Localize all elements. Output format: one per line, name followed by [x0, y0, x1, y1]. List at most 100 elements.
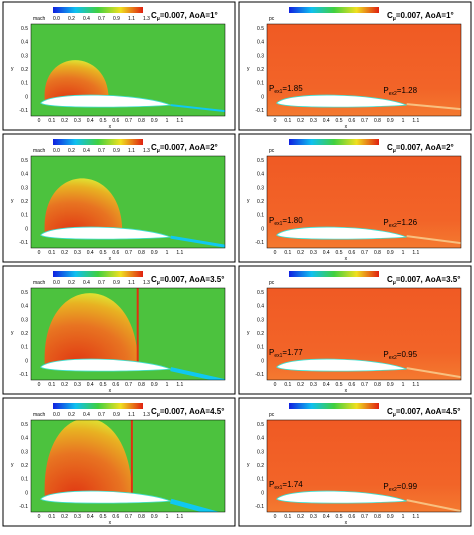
panel-title: Cμ=0.007, AoA=4.5°	[387, 407, 460, 418]
y-tick-label: 0.3	[21, 449, 28, 455]
colorbar-label: mach	[33, 16, 45, 22]
panel-title-part: C	[151, 407, 157, 416]
x-tick-label: 0.8	[374, 382, 381, 388]
colorbar-tick: 0.7	[98, 16, 105, 22]
x-tick-label: 0	[38, 250, 41, 256]
x-tick-label: 1	[402, 382, 405, 388]
x-tick-label: 0.4	[87, 514, 94, 520]
x-tick-label: 0.4	[323, 514, 330, 520]
colorbar-tick: 0.4	[83, 412, 90, 418]
colorbar-tick: 1.3	[143, 148, 150, 154]
x-tick-label: 0.3	[310, 382, 317, 388]
y-tick-label: -0.1	[255, 240, 264, 246]
wake	[170, 235, 225, 248]
x-tick-label: 1	[166, 118, 169, 124]
x-tick-label: 1	[402, 250, 405, 256]
x-tick-label: 0.5	[100, 118, 107, 124]
panel-title-part: C	[151, 11, 157, 20]
x-tick-label: 0.2	[61, 250, 68, 256]
y-tick-label: 0.5	[21, 26, 28, 32]
colorbar-tick: 0.2	[68, 16, 75, 22]
y-tick-label: 0.1	[21, 477, 28, 483]
field	[267, 24, 461, 116]
x-tick-label: 0.4	[323, 382, 330, 388]
x-tick-label: 0.5	[100, 250, 107, 256]
x-axis-label: x	[345, 124, 348, 130]
x-tick-label: 0.3	[74, 514, 81, 520]
panel: pc Cμ=0.007, AoA=1° 0.5 0.4 0.3 0.2 0.1 0 -0.1 0 0…	[238, 1, 472, 131]
panel-title: Cμ=0.007, AoA=1°	[387, 11, 454, 22]
y-axis-label: y	[247, 330, 250, 336]
plot-frame	[266, 23, 462, 117]
exit-pressure-2-part: =0.95	[397, 350, 418, 359]
x-tick-label: 0.7	[361, 118, 368, 124]
x-tick-label: 0.9	[151, 118, 158, 124]
panel-title-part: =0.007, AoA=2°	[160, 143, 218, 152]
colorbar-tick: 0.4	[83, 16, 90, 22]
y-tick-label: 0.2	[21, 199, 28, 205]
supersonic-zone	[44, 178, 123, 233]
colorbar	[289, 271, 379, 277]
plot-frame	[30, 155, 226, 249]
wake	[170, 104, 225, 113]
field	[31, 24, 225, 116]
y-tick-label: 0.3	[257, 449, 264, 455]
supersonic-zone	[44, 420, 132, 497]
colorbar-label: pc	[269, 412, 275, 418]
x-axis-label: x	[109, 388, 112, 394]
panel-title: Cμ=0.007, AoA=3.5°	[151, 275, 224, 286]
panel-title-part: μ	[393, 280, 396, 286]
y-tick-label: 0.5	[21, 422, 28, 428]
panel: pc Cμ=0.007, AoA=4.5° 0.5 0.4 0.3 0.2 0.1 0 -0.1…	[238, 397, 472, 527]
y-tick-label: 0	[261, 94, 264, 100]
y-axis-label: y	[247, 198, 250, 204]
y-tick-label: 0.4	[257, 436, 264, 442]
field	[31, 156, 225, 248]
panel-title-part: C	[151, 143, 157, 152]
exit-pressure-2-part: =0.99	[397, 482, 418, 491]
x-tick-label: 0	[274, 118, 277, 124]
y-tick-label: 0.1	[257, 213, 264, 219]
x-tick-label: 0.5	[336, 382, 343, 388]
y-tick-label: 0	[25, 490, 28, 496]
y-tick-label: 0.3	[257, 317, 264, 323]
y-tick-label: 0.5	[21, 158, 28, 164]
plot-frame	[266, 287, 462, 381]
colorbar-tick: 0.0	[53, 412, 60, 418]
y-tick-label: 0.3	[21, 53, 28, 59]
x-tick-label: 0	[38, 118, 41, 124]
x-tick-label: 0.2	[297, 250, 304, 256]
x-tick-label: 1.1	[176, 382, 183, 388]
colorbar-tick: 0.0	[53, 148, 60, 154]
y-tick-label: 0.2	[21, 331, 28, 337]
x-tick-label: 0.9	[387, 118, 394, 124]
wake	[406, 499, 461, 512]
y-tick-label: 0	[25, 94, 28, 100]
x-tick-label: 0	[38, 382, 41, 388]
colorbar-tick: 0.9	[113, 148, 120, 154]
panel: pc Cμ=0.007, AoA=2° 0.5 0.4 0.3 0.2 0.1 0 -0.1 0 0…	[238, 133, 472, 263]
panel: mach 0.0 0.2 0.4 0.7 0.9 1.1 1.3 Cμ=0.007, AoA=4…	[2, 397, 236, 527]
y-tick-label: 0.4	[21, 304, 28, 310]
y-axis-label: y	[11, 198, 14, 204]
exit-pressure-2-part: ex2	[389, 223, 397, 229]
x-tick-label: 1	[166, 382, 169, 388]
colorbar-label: mach	[33, 280, 45, 286]
colorbar-tick: 0.9	[113, 16, 120, 22]
plot-frame	[266, 155, 462, 249]
exit-pressure-2-part: P	[383, 218, 388, 227]
panel-title-part: =0.007, AoA=3.5°	[396, 275, 461, 284]
field	[267, 420, 461, 512]
exit-pressure-2-part: =1.28	[397, 86, 418, 95]
x-tick-label: 1	[402, 118, 405, 124]
y-tick-label: 0.2	[21, 67, 28, 73]
airfoil	[276, 94, 407, 108]
exit-pressure-2: Pex2=1.26	[383, 218, 417, 229]
x-tick-label: 0.1	[284, 118, 291, 124]
y-tick-label: 0	[261, 226, 264, 232]
wake	[406, 235, 461, 245]
panel: pc Cμ=0.007, AoA=3.5° 0.5 0.4 0.3 0.2 0.1 0 -0.1…	[238, 265, 472, 395]
panel: mach 0.0 0.2 0.4 0.7 0.9 1.1 1.3 Cμ=0.007, AoA=3…	[2, 265, 236, 395]
panel: mach 0.0 0.2 0.4 0.7 0.9 1.1 1.3 Cμ=0.007, AoA=2…	[2, 133, 236, 263]
exit-pressure-1: Pex1=1.85	[269, 84, 303, 95]
